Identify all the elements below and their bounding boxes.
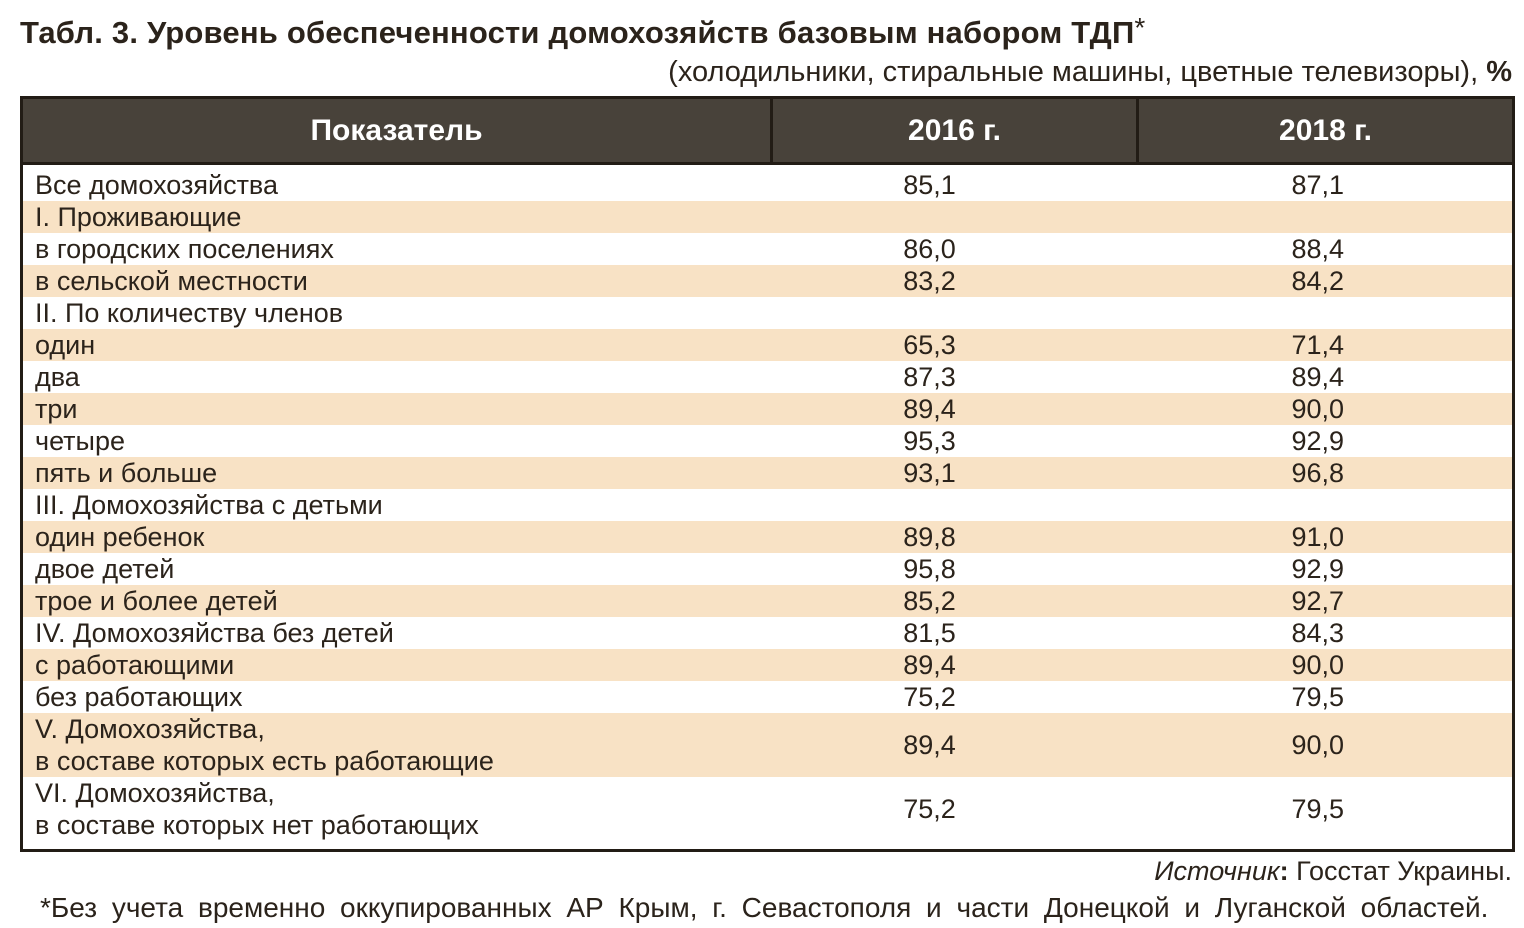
- value-2016: 75,2: [903, 794, 956, 824]
- page-subtitle: (холодильники, стиральные машины, цветны…: [20, 53, 1512, 91]
- table-row: один ребенок 89,8 91,0: [21, 521, 1514, 553]
- table-body: Все домохозяйства 85,1 87,1 I. Проживающие в…: [21, 164, 1514, 851]
- table-row: пять и больше 93,1 96,8: [21, 457, 1514, 489]
- value-2016: 83,2: [903, 266, 956, 296]
- value-2016: 89,4: [903, 650, 956, 680]
- value-2016: [772, 489, 1138, 521]
- value-2016: [772, 297, 1138, 329]
- row-label: трое и более детей: [35, 586, 278, 616]
- value-2018: 92,7: [1291, 586, 1345, 616]
- row-label: V. Домохозяйства, в составе которых есть…: [35, 714, 494, 776]
- value-2016: 85,2: [903, 586, 956, 616]
- column-header-2018: 2018 г.: [1136, 97, 1514, 165]
- row-label: в сельской местности: [35, 266, 308, 296]
- table-row: три 89,4 90,0: [21, 393, 1514, 425]
- value-2018: 88,4: [1291, 234, 1345, 264]
- row-label: II. По количеству членов: [35, 298, 344, 328]
- row-label: двое детей: [35, 554, 175, 584]
- value-2018: [1138, 201, 1514, 233]
- table-row: двое детей 95,8 92,9: [22, 553, 1514, 585]
- value-2018: 71,4: [1291, 330, 1345, 360]
- title-asterisk: *: [1134, 12, 1146, 43]
- value-2018: 84,2: [1291, 266, 1345, 296]
- header-row: Показатель 2016 г. 2018 г.: [21, 97, 1514, 165]
- row-label: без работающих: [35, 682, 243, 712]
- row-label: три: [35, 394, 78, 424]
- value-2018: 89,4: [1291, 362, 1345, 392]
- data-table: Показатель 2016 г. 2018 г. Все домохозяй…: [20, 96, 1515, 852]
- value-2016: 89,8: [903, 522, 956, 552]
- row-label: в городских поселениях: [35, 234, 334, 264]
- value-2018: 90,0: [1291, 650, 1345, 680]
- value-2018: 92,9: [1291, 554, 1345, 584]
- footnote: *Без учета временно оккупированных АР Кр…: [40, 892, 1489, 923]
- row-label: Все домохозяйства: [35, 170, 278, 200]
- value-2016: 86,0: [903, 234, 956, 264]
- subtitle-text: (холодильники, стиральные машины, цветны…: [668, 56, 1487, 88]
- value-2016: [772, 201, 1138, 233]
- row-label: пять и больше: [35, 458, 218, 488]
- value-2018: 87,1: [1291, 170, 1345, 200]
- value-2016: 87,3: [903, 362, 956, 392]
- source-label: Источник: [1154, 856, 1280, 886]
- value-2016: 85,1: [903, 170, 956, 200]
- table-row: Все домохозяйства 85,1 87,1: [22, 164, 1514, 202]
- table-row: с работающими 89,4 90,0: [21, 649, 1514, 681]
- subtitle-percent-sign: %: [1486, 56, 1512, 88]
- table-header: Показатель 2016 г. 2018 г.: [21, 97, 1514, 165]
- row-label: I. Проживающие: [35, 202, 242, 232]
- value-2018: [1138, 489, 1514, 521]
- source-colon: :: [1279, 856, 1289, 886]
- table-row: III. Домохозяйства с детьми: [22, 489, 1514, 521]
- row-label: III. Домохозяйства с детьми: [35, 490, 383, 520]
- value-2016: 95,3: [903, 426, 956, 456]
- value-2018: 90,0: [1291, 730, 1345, 760]
- value-2018: 79,5: [1291, 682, 1345, 712]
- table-row: в сельской местности 83,2 84,2: [21, 265, 1514, 297]
- page-title-text: Табл. 3. Уровень обеспеченности домохозя…: [20, 15, 1135, 50]
- table-row: II. По количеству членов: [22, 297, 1514, 329]
- row-label: два: [35, 362, 80, 392]
- table-row: V. Домохозяйства, в составе которых есть…: [21, 713, 1514, 777]
- value-2018: 91,0: [1291, 522, 1345, 552]
- row-label: VI. Домохозяйства, в составе которых нет…: [35, 778, 479, 840]
- value-2016: 81,5: [903, 618, 956, 648]
- row-label: IV. Домохозяйства без детей: [35, 618, 394, 648]
- value-2018: 90,0: [1291, 394, 1345, 424]
- table-row: IV. Домохозяйства без детей 81,5 84,3: [22, 617, 1514, 649]
- value-2016: 75,2: [903, 682, 956, 712]
- value-2018: 79,5: [1291, 794, 1345, 824]
- table-row: без работающих 75,2 79,5: [22, 681, 1514, 713]
- column-header-indicator: Показатель: [21, 97, 772, 165]
- table-row: один 65,3 71,4: [21, 329, 1514, 361]
- page-title: Табл. 3. Уровень обеспеченности домохозя…: [20, 8, 1512, 53]
- value-2016: 95,8: [903, 554, 956, 584]
- table-row: четыре 95,3 92,9: [22, 425, 1514, 457]
- value-2016: 93,1: [903, 458, 956, 488]
- row-label: один: [35, 330, 96, 360]
- value-2016: 89,4: [903, 394, 956, 424]
- value-2018: 84,3: [1291, 618, 1345, 648]
- source-text: Госстат Украины.: [1288, 856, 1512, 886]
- value-2018: [1138, 297, 1514, 329]
- table-row: VI. Домохозяйства, в составе которых нет…: [22, 777, 1514, 851]
- value-2016: 89,4: [903, 730, 956, 760]
- value-2016: 65,3: [903, 330, 956, 360]
- table-row: два 87,3 89,4: [22, 361, 1514, 393]
- table-row: трое и более детей 85,2 92,7: [21, 585, 1514, 617]
- source-line: Источник: Госстат Украины.: [20, 855, 1512, 888]
- row-label: с работающими: [35, 650, 235, 680]
- table-row: в городских поселениях 86,0 88,4: [22, 233, 1514, 265]
- row-label: четыре: [35, 426, 125, 456]
- column-header-2016: 2016 г.: [770, 97, 1138, 165]
- table-row: I. Проживающие: [21, 201, 1514, 233]
- value-2018: 92,9: [1291, 426, 1345, 456]
- value-2018: 96,8: [1291, 458, 1345, 488]
- row-label: один ребенок: [35, 522, 205, 552]
